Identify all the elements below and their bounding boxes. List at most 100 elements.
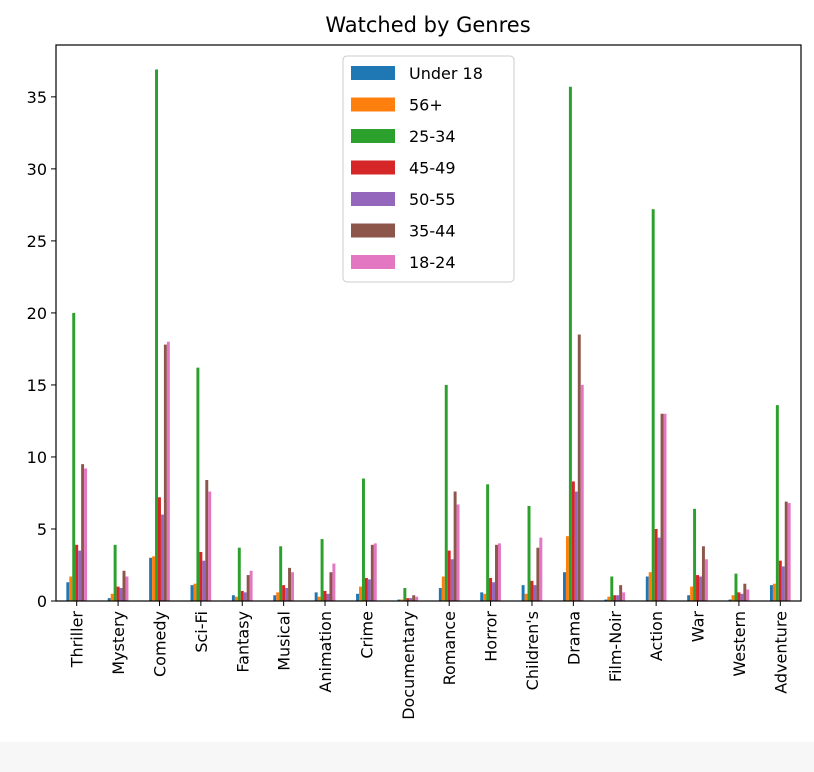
bar-50-55 bbox=[243, 592, 247, 601]
x-tick-label: Musical bbox=[275, 611, 294, 671]
bar-18-24 bbox=[332, 563, 336, 601]
bar-25-34 bbox=[279, 546, 283, 601]
bar-18-24 bbox=[787, 503, 791, 601]
bar-50-55 bbox=[119, 588, 123, 601]
bar-under-18 bbox=[231, 595, 235, 601]
bar-18-24 bbox=[84, 468, 88, 601]
bar-45-49 bbox=[282, 585, 286, 601]
bar-45-49 bbox=[323, 590, 327, 601]
bar-45-49 bbox=[613, 595, 617, 601]
bar-45-49 bbox=[447, 550, 451, 601]
y-axis: 0 5 10 15 20 25 30 35 bbox=[27, 88, 56, 611]
bar-35-44 bbox=[619, 585, 623, 601]
bar-25-34 bbox=[486, 484, 490, 601]
bar-35-44 bbox=[163, 344, 167, 601]
bar-50-55 bbox=[202, 560, 206, 601]
bar-56- bbox=[731, 595, 735, 601]
bar-35-44 bbox=[701, 546, 705, 601]
bar-45-49 bbox=[240, 590, 244, 601]
bar-18-24 bbox=[415, 596, 419, 601]
bar-25-34 bbox=[444, 384, 448, 601]
bar-under-18 bbox=[728, 599, 732, 601]
bar-18-24 bbox=[456, 504, 460, 601]
bar-under-18 bbox=[645, 576, 649, 601]
bar-25-34 bbox=[196, 367, 200, 601]
legend-label: 56+ bbox=[409, 96, 443, 115]
legend-swatch bbox=[351, 66, 395, 80]
bar-under-18 bbox=[438, 588, 442, 601]
bars bbox=[66, 69, 791, 601]
bar-45-49 bbox=[737, 592, 741, 601]
bar-18-24 bbox=[622, 592, 626, 601]
bar-45-49 bbox=[157, 497, 161, 601]
bar-35-44 bbox=[412, 595, 416, 601]
bar-under-18 bbox=[66, 582, 70, 601]
bar-18-24 bbox=[125, 576, 129, 601]
x-tick-label: Western bbox=[730, 611, 749, 677]
bar-under-18 bbox=[273, 595, 277, 601]
x-tick-label: Documentary bbox=[399, 611, 418, 720]
bar-18-24 bbox=[663, 413, 667, 601]
bar-45-49 bbox=[530, 580, 534, 601]
x-tick-label: Fantasy bbox=[233, 611, 252, 673]
x-tick-label: Horror bbox=[482, 611, 501, 662]
bar-50-55 bbox=[657, 537, 661, 601]
bar-50-55 bbox=[409, 598, 413, 601]
bar-56- bbox=[648, 572, 652, 601]
bar-56- bbox=[234, 596, 238, 601]
chart-title: Watched by Genres bbox=[325, 13, 530, 37]
x-tick-label: Sci-Fi bbox=[192, 611, 211, 653]
bar-25-34 bbox=[113, 544, 117, 601]
bar-under-18 bbox=[314, 592, 318, 601]
y-tick-label: 30 bbox=[27, 160, 47, 179]
bar-under-18 bbox=[480, 592, 484, 601]
bar-25-34 bbox=[568, 86, 572, 601]
bar-45-49 bbox=[654, 528, 658, 601]
bar-50-55 bbox=[78, 550, 82, 601]
bar-18-24 bbox=[539, 537, 543, 601]
bar-35-44 bbox=[536, 547, 540, 601]
bar-under-18 bbox=[769, 585, 773, 601]
legend-swatch bbox=[351, 160, 395, 175]
legend-label: 50-55 bbox=[409, 190, 456, 209]
bar-under-18 bbox=[563, 572, 566, 601]
bar-56- bbox=[607, 596, 611, 601]
bar-50-55 bbox=[450, 559, 454, 601]
bar-25-34 bbox=[775, 405, 779, 601]
bar-under-18 bbox=[604, 599, 608, 601]
bar-18-24 bbox=[291, 572, 294, 601]
x-tick-label: Action bbox=[647, 611, 666, 661]
bar-25-34 bbox=[155, 69, 158, 601]
bar-56- bbox=[400, 599, 404, 601]
bar-50-55 bbox=[781, 566, 785, 601]
legend-label: 35-44 bbox=[409, 222, 456, 241]
bar-35-44 bbox=[784, 501, 788, 601]
y-tick-label: 20 bbox=[27, 304, 47, 323]
bar-18-24 bbox=[497, 543, 501, 601]
bar-25-34 bbox=[237, 547, 241, 601]
bar-25-34 bbox=[610, 576, 614, 601]
bar-25-34 bbox=[734, 573, 738, 601]
legend: Under 18 56+ 25-34 45-49 50-55 35-44 18-24 bbox=[342, 55, 515, 283]
bar-35-44 bbox=[495, 544, 498, 601]
bar-25-34 bbox=[403, 588, 407, 601]
bar-50-55 bbox=[699, 576, 702, 601]
x-tick-label: Animation bbox=[316, 611, 335, 693]
bar-50-55 bbox=[533, 585, 537, 601]
bar-56- bbox=[565, 536, 569, 601]
bar-50-55 bbox=[160, 514, 164, 601]
x-tick-label: Crime bbox=[357, 611, 376, 659]
bar-25-34 bbox=[693, 508, 697, 601]
bar-50-55 bbox=[740, 593, 744, 601]
bar-25-34 bbox=[361, 478, 365, 601]
legend-swatch bbox=[351, 129, 395, 143]
bar-18-24 bbox=[166, 341, 170, 601]
bar-35-44 bbox=[743, 583, 747, 601]
bar-56- bbox=[690, 586, 694, 601]
bar-45-49 bbox=[406, 598, 410, 601]
bar-45-49 bbox=[489, 577, 493, 601]
legend-label: Under 18 bbox=[409, 64, 483, 83]
bar-under-18 bbox=[687, 595, 691, 601]
x-tick-label: Adventure bbox=[771, 611, 790, 694]
x-tick-label: Children's bbox=[523, 611, 542, 690]
